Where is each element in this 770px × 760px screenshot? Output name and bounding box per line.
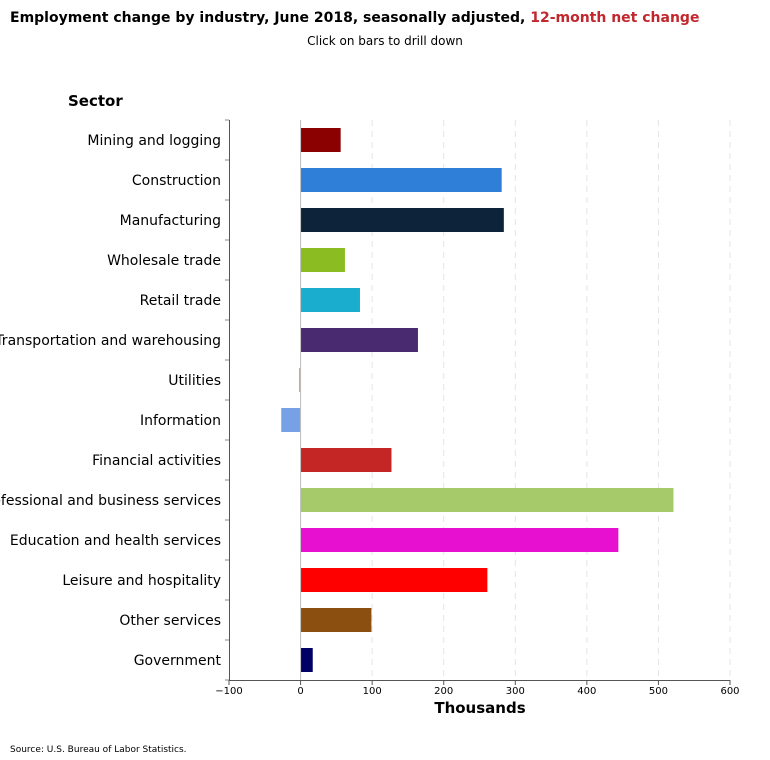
chart-title-accent[interactable]: 12-month net change [530,10,700,26]
bar[interactable] [300,448,392,472]
y-tick-label: Mining and logging [87,133,221,149]
bar[interactable] [300,528,619,552]
y-tick-label: Financial activities [92,453,221,469]
y-tick-label: Other services [119,613,221,629]
bar[interactable] [300,488,674,512]
x-tick-label: 200 [434,686,453,697]
x-axis-title: Thousands [434,699,526,717]
bar[interactable] [300,168,502,192]
y-tick-label: Utilities [168,373,221,389]
bar[interactable] [300,208,504,232]
y-tick-label: Manufacturing [120,213,221,229]
chart-subtitle: Click on bars to drill down [307,34,463,48]
y-axis-title: Sector [68,92,123,110]
x-tick-label: 100 [363,686,382,697]
bar[interactable] [299,368,301,392]
y-tick-label: Transportation and warehousing [0,333,221,349]
bar[interactable] [300,568,488,592]
y-tick-label: Information [140,413,221,429]
x-tick-label: 500 [649,686,668,697]
y-tick-label: Wholesale trade [107,253,221,269]
bar[interactable] [300,248,345,272]
x-tick-label: 600 [720,686,739,697]
chart-title: Employment change by industry, June 2018… [10,10,699,26]
x-tick-label: 400 [577,686,596,697]
bar[interactable] [300,128,341,152]
bar[interactable] [300,288,360,312]
x-tick-label: 300 [506,686,525,697]
y-tick-label: Government [134,653,222,669]
bar[interactable] [300,648,313,672]
bar[interactable] [300,608,372,632]
x-tick-label: −100 [215,686,242,697]
y-tick-label: Professional and business services [0,493,221,509]
y-tick-label: Education and health services [10,533,221,549]
chart-title-main: Employment change by industry, June 2018… [10,10,526,26]
y-tick-label: Retail trade [140,293,221,309]
x-tick-label: 0 [297,686,303,697]
y-tick-label: Construction [132,173,221,189]
y-tick-label: Leisure and hospitality [62,573,221,589]
bar[interactable] [300,328,418,352]
source-note: Source: U.S. Bureau of Labor Statistics. [10,745,187,755]
bar[interactable] [281,408,301,432]
